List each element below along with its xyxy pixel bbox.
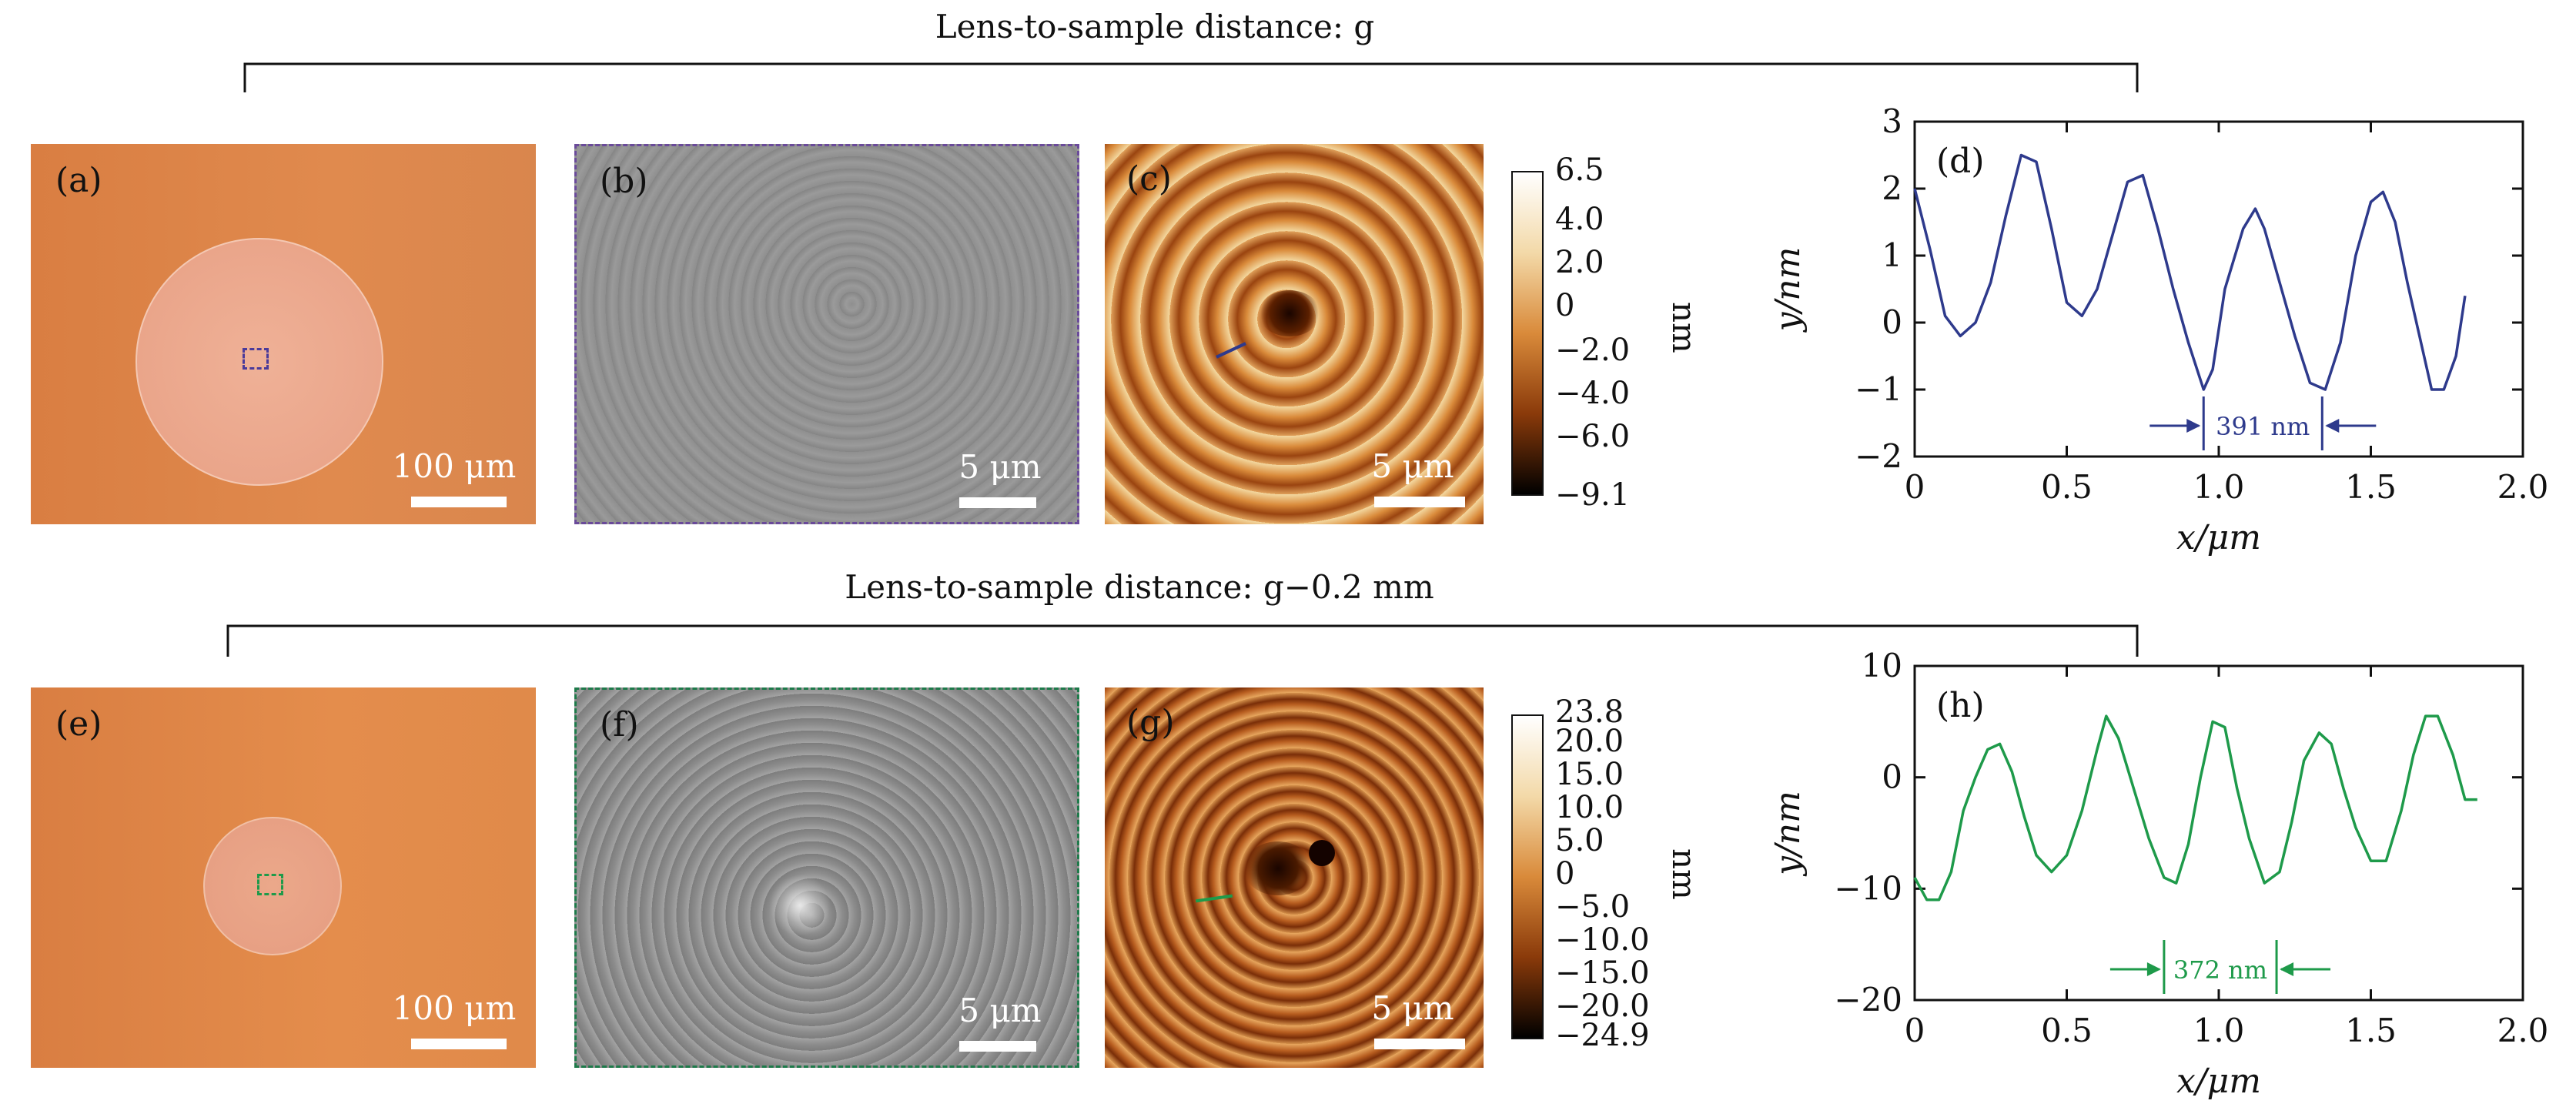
panel-label: (d) bbox=[1936, 142, 1985, 181]
colorbar-1-tick: −9.1 bbox=[1555, 477, 1631, 513]
y-tick-label: −1 bbox=[1855, 370, 1902, 408]
colorbar-2-tick: 10.0 bbox=[1555, 790, 1624, 825]
x-tick-label: 2.0 bbox=[2497, 1012, 2549, 1049]
panel-label-e: (e) bbox=[55, 704, 102, 744]
x-axis-label: x/μm bbox=[2176, 1062, 2261, 1101]
x-tick-label: 0.5 bbox=[2041, 468, 2093, 506]
series-line bbox=[1913, 153, 2467, 391]
y-tick-label: 0 bbox=[1882, 758, 1902, 796]
scalebar-c bbox=[1374, 497, 1465, 507]
scalebar-label-g: 5 μm bbox=[1371, 989, 1454, 1027]
colorbar-1-tick: 6.5 bbox=[1555, 152, 1604, 188]
colorbar-2-tick: 0 bbox=[1555, 856, 1575, 892]
colorbar-2-tick: 15.0 bbox=[1555, 757, 1624, 792]
colorbar-2-tick: −24.9 bbox=[1555, 1018, 1650, 1053]
row1-title: Lens-to-sample distance: g bbox=[935, 8, 1375, 45]
colorbar-1-tick: 0 bbox=[1555, 288, 1575, 323]
y-axis-label: y/nm bbox=[1768, 791, 1808, 877]
y-tick-label: 2 bbox=[1882, 169, 1902, 207]
colorbar-2-tick: 23.8 bbox=[1555, 694, 1624, 730]
panel-f-gray-image: (f) 5 μm bbox=[574, 687, 1079, 1068]
y-tick-label: 0 bbox=[1882, 303, 1902, 341]
lens-spot bbox=[203, 817, 342, 955]
colorbar-2-tick: 20.0 bbox=[1555, 724, 1624, 759]
x-tick-label: 0.5 bbox=[2041, 1012, 2093, 1049]
x-axis-label: x/μm bbox=[2176, 518, 2261, 557]
panel-label-c: (c) bbox=[1126, 159, 1172, 199]
lens-spot bbox=[135, 238, 383, 486]
panel-label: (h) bbox=[1936, 686, 1985, 725]
y-tick-label: 1 bbox=[1882, 236, 1902, 274]
scalebar-label-a: 100 μm bbox=[392, 447, 517, 485]
colorbar-1-tick: 2.0 bbox=[1555, 245, 1604, 280]
colorbar-1 bbox=[1511, 171, 1544, 496]
colorbar-2-tick: −20.0 bbox=[1555, 989, 1650, 1024]
x-tick-label: 0 bbox=[1905, 468, 1925, 506]
colorbar-1-tick: −4.0 bbox=[1555, 376, 1631, 411]
annotation-label: 391 nm bbox=[2216, 412, 2310, 441]
row2-title: Lens-to-sample distance: g−0.2 mm bbox=[845, 568, 1434, 606]
colorbar-1-tick: −6.0 bbox=[1555, 419, 1631, 454]
colorbar-2-tick: −5.0 bbox=[1555, 889, 1631, 925]
annotation-arrowhead-right bbox=[2280, 962, 2294, 976]
scalebar-g bbox=[1374, 1039, 1465, 1049]
colorbar-2-tick: −10.0 bbox=[1555, 922, 1650, 958]
scalebar-label-c: 5 μm bbox=[1371, 447, 1454, 485]
annotation-arrowhead-left bbox=[2146, 962, 2161, 976]
x-tick-label: 0 bbox=[1905, 1012, 1925, 1049]
panel-b-gray-image: (b) 5 μm bbox=[574, 144, 1079, 524]
annotation-label: 372 nm bbox=[2173, 955, 2267, 985]
scalebar-label-b: 5 μm bbox=[958, 448, 1042, 486]
x-tick-label: 1.5 bbox=[2345, 1012, 2397, 1049]
y-tick-label: −10 bbox=[1834, 869, 1902, 907]
colorbar-1-tick: −2.0 bbox=[1555, 333, 1631, 368]
center-bright-spot bbox=[769, 875, 831, 936]
center-defect bbox=[1259, 290, 1320, 336]
colorbar-2 bbox=[1511, 714, 1544, 1039]
scalebar-a bbox=[411, 497, 507, 507]
dark-spot bbox=[1309, 840, 1335, 866]
series-line bbox=[1913, 714, 2477, 902]
x-tick-label: 2.0 bbox=[2497, 468, 2549, 506]
scalebar-e bbox=[411, 1039, 507, 1049]
panel-c-height-map: (c) 5 μm bbox=[1105, 144, 1484, 524]
scalebar-b bbox=[959, 497, 1036, 508]
colorbar-2-tick: −15.0 bbox=[1555, 955, 1650, 991]
scalebar-f bbox=[959, 1041, 1036, 1052]
y-tick-label: 3 bbox=[1882, 102, 1902, 140]
panel-a-optical-image: (a) 100 μm bbox=[31, 144, 536, 524]
scalebar-label-f: 5 μm bbox=[958, 992, 1042, 1029]
plot-frame bbox=[1913, 120, 2524, 458]
panel-label-f: (f) bbox=[600, 705, 639, 744]
x-tick-label: 1.0 bbox=[2193, 468, 2245, 506]
panel-label-b: (b) bbox=[600, 162, 648, 201]
y-tick-label: −20 bbox=[1834, 981, 1902, 1019]
center-defect bbox=[1243, 841, 1313, 895]
panel-g-height-map: (g) 5 μm bbox=[1105, 687, 1484, 1068]
scalebar-label-e: 100 μm bbox=[392, 989, 517, 1027]
y-tick-label: −2 bbox=[1855, 437, 1902, 475]
annotation-arrowhead-left bbox=[2186, 419, 2201, 433]
panel-label-a: (a) bbox=[55, 161, 102, 200]
colorbar-2-tick: 5.0 bbox=[1555, 823, 1604, 858]
annotation-arrowhead-right bbox=[2325, 419, 2340, 433]
panel-e-optical-image: (e) 100 μm bbox=[31, 687, 536, 1068]
panel-label-g: (g) bbox=[1126, 703, 1175, 742]
y-tick-label: 10 bbox=[1862, 647, 1902, 684]
y-axis-label: y/nm bbox=[1768, 247, 1808, 333]
x-tick-label: 1.5 bbox=[2345, 468, 2397, 506]
colorbar-1-tick: 4.0 bbox=[1555, 202, 1604, 237]
x-tick-label: 1.0 bbox=[2193, 1012, 2245, 1049]
